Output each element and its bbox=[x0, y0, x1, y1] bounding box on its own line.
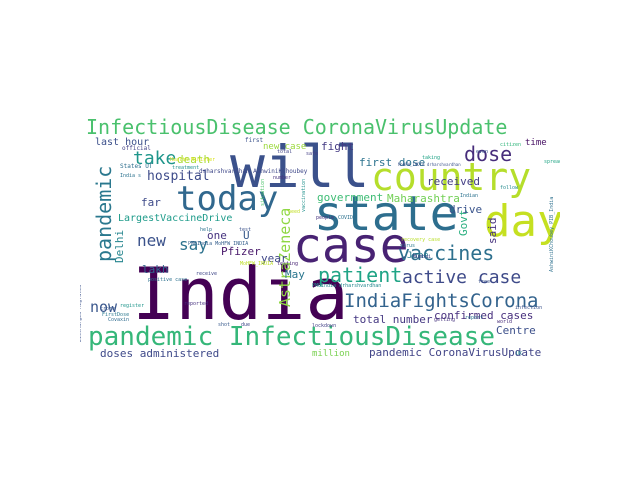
word: today bbox=[176, 179, 279, 219]
word: far bbox=[141, 196, 161, 209]
word: IndiaFightsCorona bbox=[344, 290, 539, 312]
word: Covaxin bbox=[108, 317, 130, 323]
word: hospital bbox=[147, 169, 210, 184]
word: FirstDose bbox=[102, 312, 130, 318]
word: help bbox=[200, 227, 213, 233]
word: reported bbox=[184, 301, 209, 307]
word: crore bbox=[100, 306, 116, 312]
word: taking bbox=[422, 155, 441, 161]
word: situation bbox=[260, 178, 266, 206]
word: lockdown bbox=[312, 323, 337, 329]
word: MoHFW_INDIA bbox=[240, 261, 274, 267]
word: report bbox=[465, 315, 484, 321]
word: Mumbai bbox=[413, 254, 432, 260]
word: active case bbox=[402, 267, 522, 288]
word: last hour bbox=[95, 137, 150, 148]
word: PMOIndia MoHFW_INDIA bbox=[188, 241, 249, 247]
word: first dose bbox=[359, 156, 426, 169]
word: now bbox=[90, 298, 118, 316]
word: citizen bbox=[500, 142, 522, 148]
word: May bbox=[285, 268, 305, 281]
word: new case bbox=[263, 142, 307, 152]
word: due bbox=[241, 322, 251, 328]
word: state bbox=[314, 186, 459, 242]
word: first bbox=[245, 137, 264, 144]
word: Delhi bbox=[113, 229, 126, 263]
word: say bbox=[179, 235, 208, 254]
word: received bbox=[427, 175, 480, 188]
word-cloud: India state will case day country today … bbox=[80, 112, 560, 368]
word: day bbox=[484, 196, 560, 247]
word: InfectiousDisease CoronaVirusUpdate bbox=[86, 115, 508, 139]
word: lakh bbox=[142, 263, 169, 276]
word: number bbox=[273, 175, 292, 181]
word: patient bbox=[318, 263, 403, 287]
word: COVID bbox=[338, 215, 354, 221]
word: MoHFW_INDIA drharshvardhan bbox=[398, 162, 461, 167]
word: June bbox=[407, 251, 429, 261]
word: million bbox=[312, 349, 350, 359]
word: confirmed cases bbox=[434, 309, 534, 322]
word: spread bbox=[544, 159, 560, 165]
word: vaccines bbox=[398, 241, 495, 265]
word: recovery case bbox=[401, 237, 441, 243]
word: LargestVaccineDrive bbox=[118, 213, 233, 224]
word: India s bbox=[120, 173, 142, 179]
word: doses administered bbox=[100, 347, 220, 360]
word: fight bbox=[321, 140, 355, 153]
word: treatment bbox=[172, 165, 200, 171]
word: new bbox=[137, 231, 166, 250]
word: time bbox=[525, 138, 547, 148]
word: register bbox=[120, 303, 145, 309]
word: Pfizer bbox=[221, 245, 261, 258]
word: Discharged Migrated bbox=[80, 284, 83, 342]
word: follow bbox=[500, 185, 519, 191]
word: free bbox=[478, 279, 491, 285]
word: getting bbox=[434, 317, 456, 323]
word: vaccination bbox=[301, 178, 307, 212]
word: year bbox=[261, 252, 288, 265]
word: positive case bbox=[148, 277, 188, 283]
word: AshwiniKChoubey PIB_India bbox=[549, 196, 555, 272]
word: total bbox=[277, 149, 293, 155]
word: testing bbox=[277, 261, 299, 267]
word: States UT bbox=[120, 163, 153, 170]
word: drive bbox=[449, 203, 483, 216]
word: virus bbox=[400, 243, 416, 249]
word: need bbox=[288, 209, 301, 215]
word: country bbox=[371, 155, 532, 199]
word: infection bbox=[515, 305, 543, 311]
word: dose bbox=[464, 142, 513, 166]
word: world bbox=[497, 319, 513, 325]
word: official bbox=[122, 145, 151, 152]
word: take bbox=[133, 148, 177, 169]
word: total number bbox=[353, 313, 433, 326]
word: will bbox=[230, 133, 370, 201]
word: said bbox=[486, 217, 499, 245]
word: even bbox=[476, 149, 489, 155]
word: UK bbox=[516, 351, 523, 357]
word: drharshvardhan AshwiniKChoubey bbox=[199, 168, 308, 175]
word: case bbox=[293, 218, 409, 274]
word: Health Minister bbox=[170, 157, 216, 163]
word: people bbox=[316, 215, 335, 221]
word: government bbox=[317, 191, 384, 204]
word: PMOIndia drharshvardhan bbox=[312, 283, 382, 289]
word: Maharashtra bbox=[387, 192, 460, 205]
word: shot bbox=[218, 322, 231, 328]
word: test bbox=[239, 227, 252, 233]
word: India bbox=[132, 252, 349, 336]
word: one bbox=[207, 229, 227, 242]
word: death bbox=[177, 153, 211, 166]
word: safe bbox=[306, 151, 319, 157]
word: receive bbox=[196, 271, 218, 277]
word: Centre bbox=[496, 324, 536, 337]
word: pandemic InfectiousDisease bbox=[88, 322, 495, 352]
word: pandemic bbox=[92, 165, 116, 262]
word: Indian bbox=[460, 193, 479, 199]
word: U bbox=[243, 229, 250, 242]
word: pandemic CoronaVirusUpdate bbox=[369, 346, 542, 359]
